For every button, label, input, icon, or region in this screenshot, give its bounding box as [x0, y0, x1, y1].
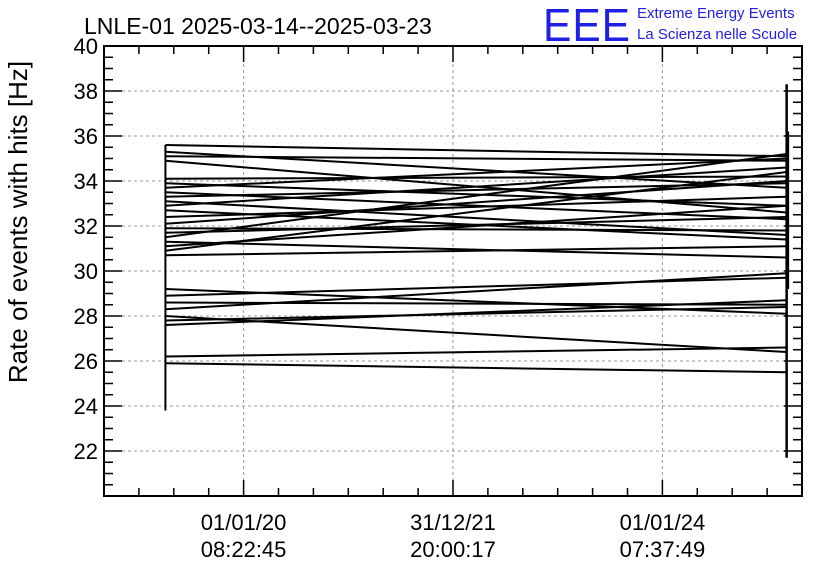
- y-tick-label: 34: [74, 169, 98, 194]
- eee-logo-mark: EEE: [543, 0, 631, 51]
- y-tick-labels: 22 24 26 28 30 32 34 36 38 40: [74, 34, 98, 464]
- axes: [103, 45, 803, 497]
- y-tick-label: 36: [74, 124, 98, 149]
- y-tick-label: 24: [74, 394, 98, 419]
- series-segment: [165, 272, 787, 311]
- eee-logo: EEE Extreme Energy Events La Scienza nel…: [543, 0, 797, 51]
- y-tick-label: 40: [74, 34, 98, 59]
- x-tick-label-date: 01/01/20: [201, 510, 287, 535]
- x-tick-label-date: 01/01/24: [620, 510, 706, 535]
- y-tick-label: 32: [74, 214, 98, 239]
- series-segment: [165, 195, 787, 218]
- series-segment: [165, 306, 787, 322]
- y-tick-label: 38: [74, 79, 98, 104]
- series-segment: [165, 182, 787, 207]
- x-tick-label-time: 20:00:17: [410, 537, 496, 562]
- y-tick-label: 28: [74, 304, 98, 329]
- series-segment: [165, 157, 787, 189]
- x-tick-label-date: 31/12/21: [410, 510, 496, 535]
- series-segment: [165, 346, 787, 358]
- x-tick-label-time: 08:22:45: [201, 537, 287, 562]
- y-tick-label: 22: [74, 439, 98, 464]
- series-segment: [165, 315, 787, 353]
- series-segment: [165, 153, 787, 239]
- x-tick-label-time: 07:37:49: [620, 537, 706, 562]
- series-segment: [165, 144, 787, 158]
- series-segment: [165, 216, 787, 234]
- series-segment: [165, 245, 787, 257]
- eee-logo-line1: Extreme Energy Events: [637, 5, 795, 22]
- eee-logo-line2: La Scienza nelle Scuole: [637, 26, 797, 43]
- series-segment: [165, 171, 787, 252]
- series-segment: [165, 362, 787, 374]
- y-axis-label: Rate of events with hits [Hz]: [3, 61, 33, 383]
- series-segment: [165, 166, 787, 207]
- series-segment: [165, 175, 787, 180]
- y-tick-label: 26: [74, 349, 98, 374]
- series-segment: [165, 204, 787, 248]
- series-segment: [165, 155, 787, 162]
- series-segment: [165, 299, 787, 326]
- series-segment: [165, 240, 787, 259]
- series-segment: [165, 191, 787, 221]
- series-segment: [165, 227, 787, 232]
- series-segment: [165, 276, 787, 297]
- y-tick-label: 30: [74, 259, 98, 284]
- chart-title: LNLE-01 2025-03-14--2025-03-23: [84, 13, 432, 39]
- series-segment: [165, 180, 787, 225]
